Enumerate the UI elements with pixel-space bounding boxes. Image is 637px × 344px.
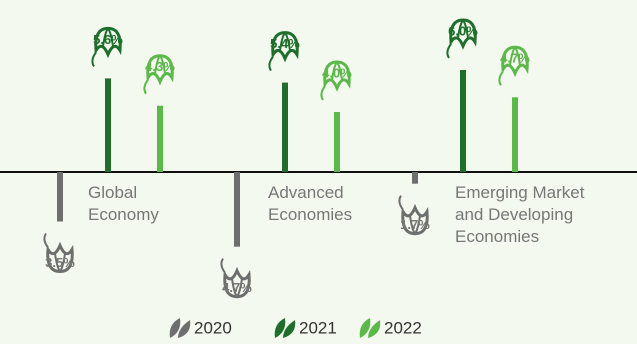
value-label: 4.7% <box>500 51 530 66</box>
category-label: Advanced Economies <box>268 183 353 224</box>
value-label: 4.0% <box>322 65 352 80</box>
sprout <box>91 26 122 172</box>
stem <box>512 97 518 172</box>
bud-vein <box>54 253 66 273</box>
leaf <box>91 51 97 67</box>
bud <box>94 26 122 59</box>
bud <box>449 18 477 50</box>
bud-vein <box>409 215 421 235</box>
category-label: Global Economy <box>88 183 159 224</box>
stem <box>57 172 63 222</box>
bud-vein <box>509 46 521 66</box>
sprout <box>220 172 251 299</box>
sprout <box>498 45 529 172</box>
value-label: 3.5% <box>45 255 75 270</box>
bud-vein <box>231 278 243 298</box>
sprout <box>43 172 74 274</box>
stem <box>460 70 466 172</box>
stem <box>105 78 111 172</box>
bud-vein <box>279 32 291 51</box>
bud-vein <box>102 27 114 47</box>
legend-swatch <box>169 318 191 338</box>
bud-vein <box>331 61 343 81</box>
stem <box>234 172 240 247</box>
value-label: 5.6% <box>93 32 123 47</box>
leaf <box>320 85 326 101</box>
leaf <box>398 195 404 211</box>
bud <box>146 54 174 86</box>
stem <box>282 82 288 172</box>
leaf <box>220 258 226 274</box>
sprout <box>268 31 299 172</box>
legend-swatch <box>274 318 296 338</box>
stem <box>412 172 418 184</box>
sprout <box>398 172 429 236</box>
category-label: Emerging Market and Developing Economies <box>455 183 585 246</box>
bud <box>46 241 74 274</box>
sprout <box>143 54 174 172</box>
leaf <box>143 79 149 95</box>
leaf <box>268 56 274 72</box>
leaf <box>446 43 452 59</box>
leaf <box>43 232 49 249</box>
sprout <box>446 18 477 172</box>
value-label: 4.7% <box>222 280 252 295</box>
bud-vein <box>154 55 166 74</box>
sprout <box>320 60 351 172</box>
bud-vein <box>457 19 469 39</box>
legend-label: 2022 <box>384 318 422 337</box>
legend-label: 2020 <box>194 318 232 337</box>
bud <box>401 203 429 236</box>
stem <box>334 112 340 172</box>
value-label: 5.4% <box>270 36 300 51</box>
value-label: 4.3% <box>145 59 175 74</box>
value-label: 1.7% <box>400 217 430 232</box>
bud <box>223 266 251 299</box>
value-label: 6.0% <box>448 23 478 38</box>
legend-swatch <box>359 318 381 338</box>
leaf <box>498 70 504 86</box>
bud <box>501 45 529 78</box>
bud <box>323 60 351 92</box>
bud <box>271 31 299 63</box>
stem <box>157 105 163 172</box>
legend-label: 2021 <box>299 318 337 337</box>
